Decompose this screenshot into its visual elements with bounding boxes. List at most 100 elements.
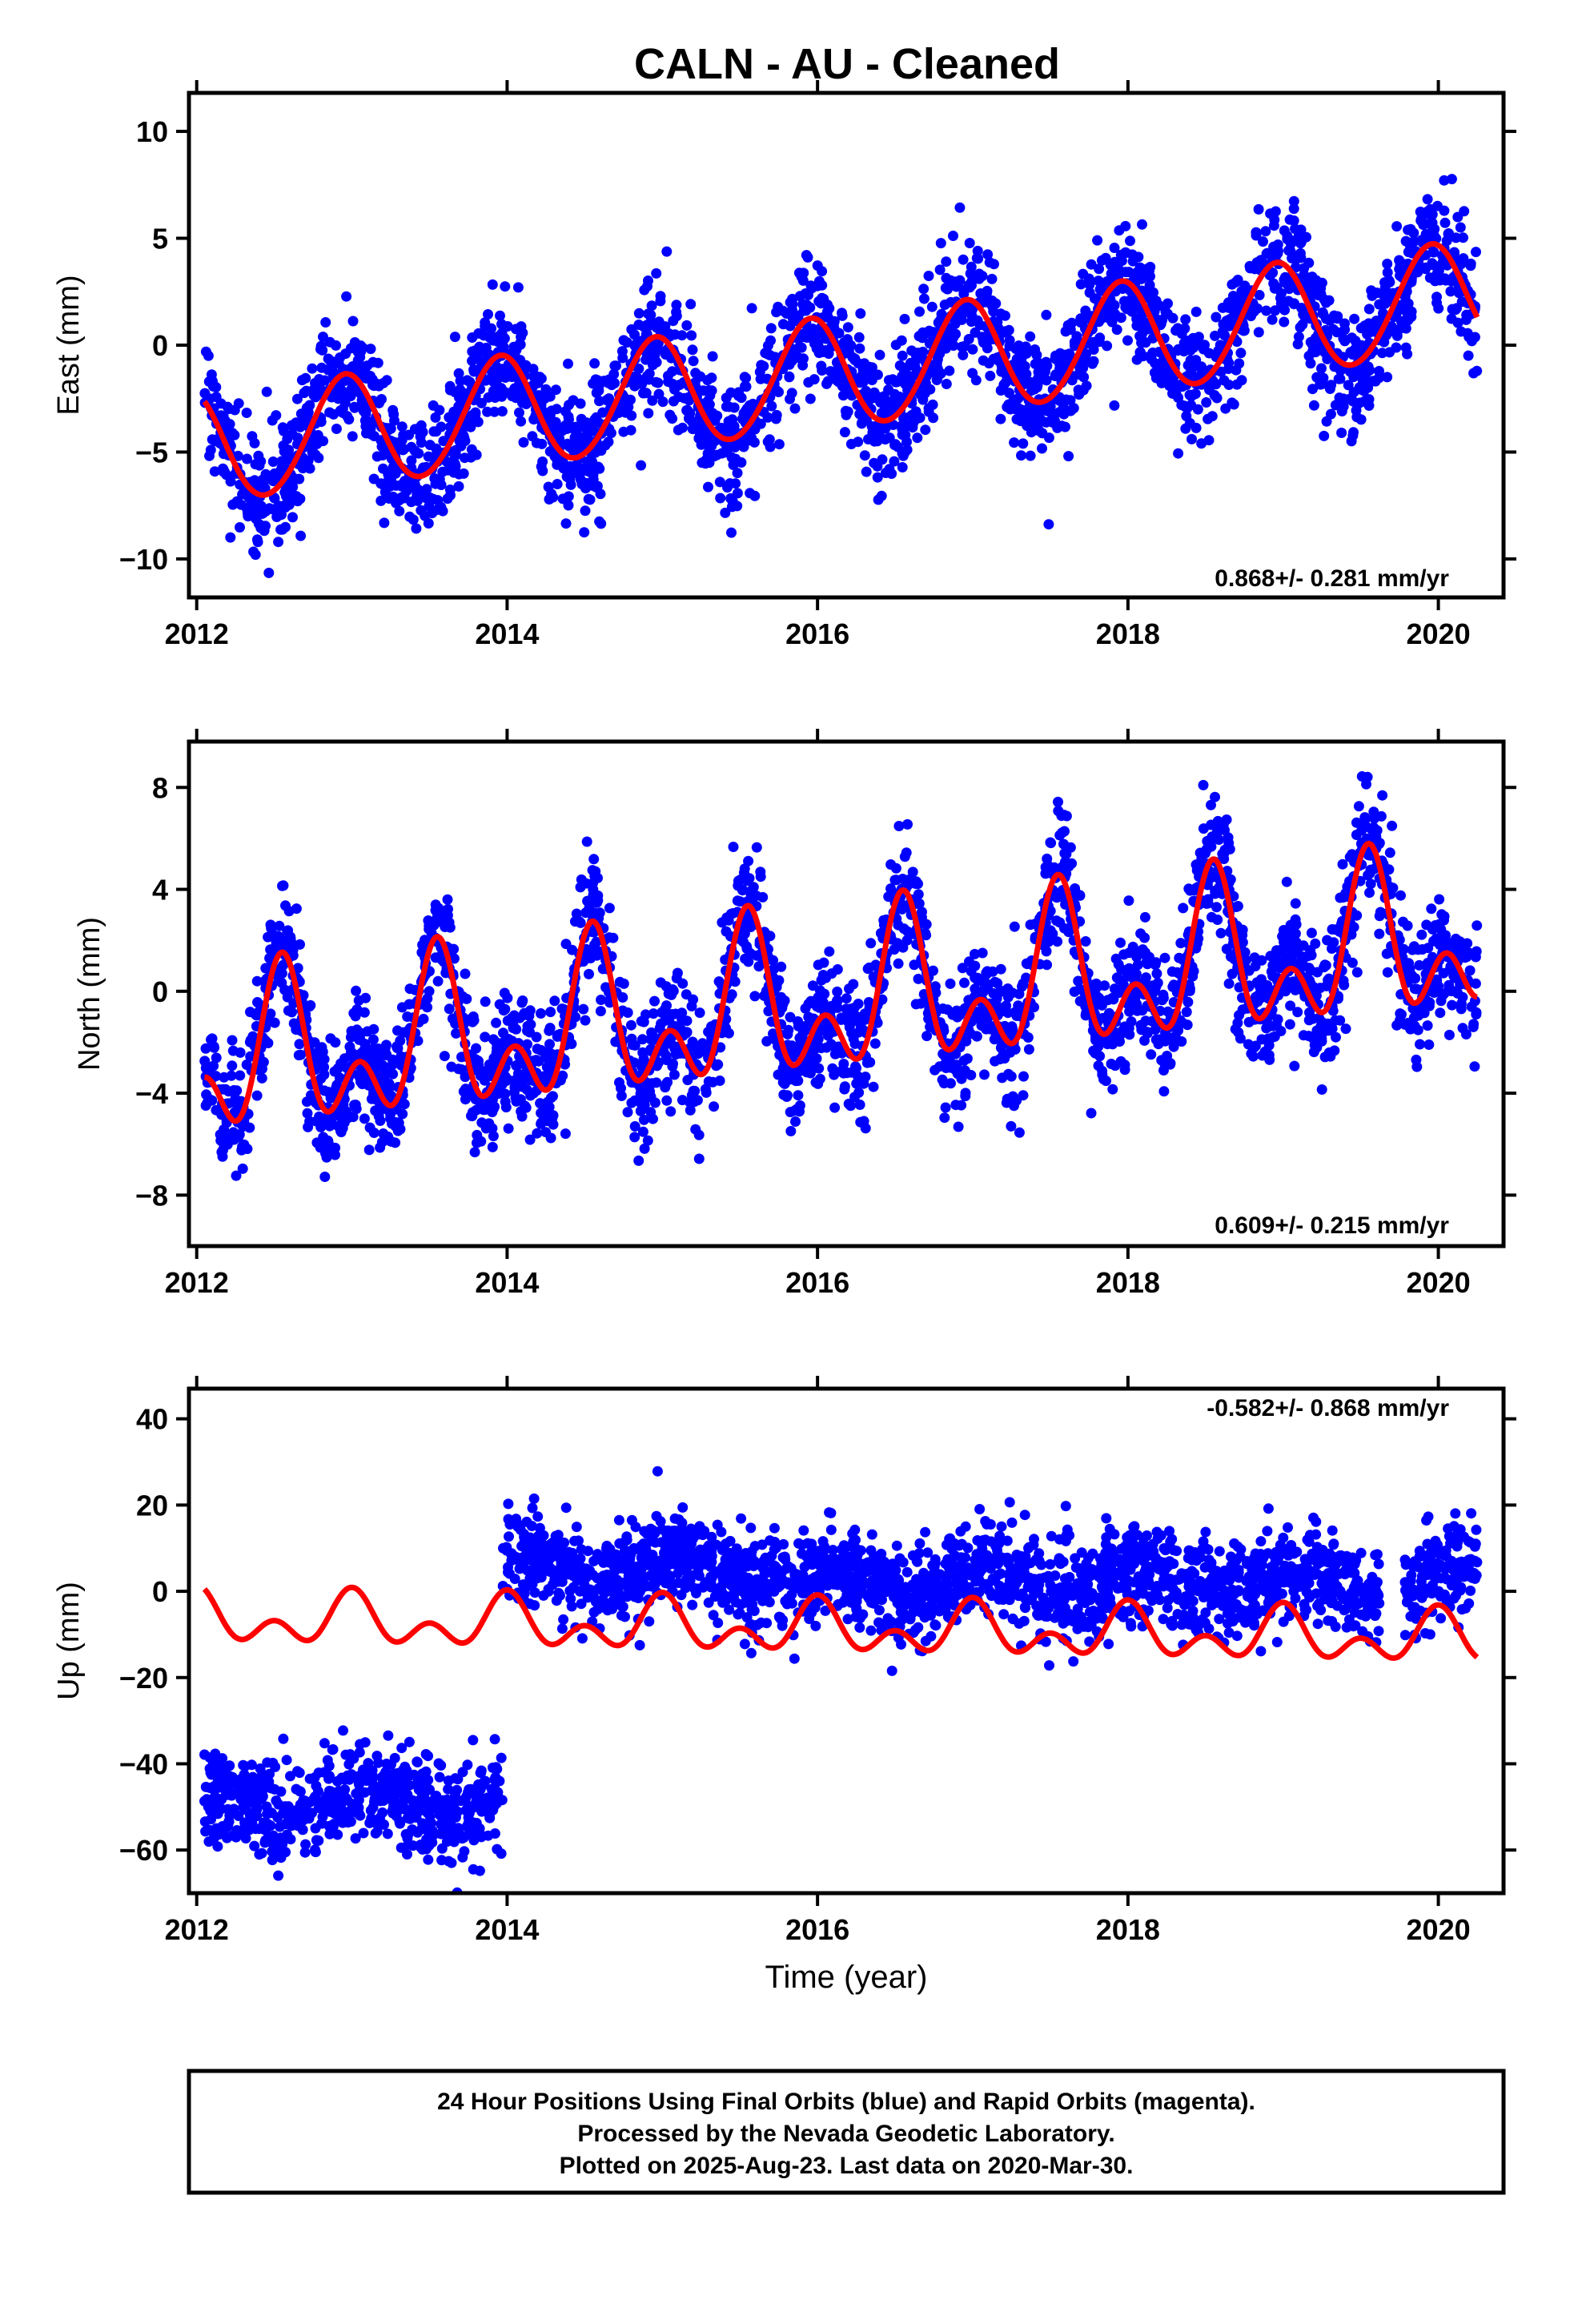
east-point	[918, 293, 930, 304]
east-point	[319, 375, 331, 386]
east-point	[801, 250, 812, 261]
east-point	[690, 422, 701, 432]
east-point	[249, 437, 260, 448]
east-point	[1382, 267, 1393, 278]
east-point	[248, 546, 259, 557]
north-point	[263, 931, 274, 943]
east-point	[267, 456, 279, 467]
east-point	[1146, 354, 1157, 365]
east-point	[972, 245, 983, 256]
east-point	[988, 353, 999, 364]
east-point	[1253, 327, 1264, 338]
north-point	[1330, 1015, 1341, 1026]
east-point	[796, 271, 807, 283]
east-point	[235, 499, 247, 510]
east-point	[570, 462, 580, 473]
east-point	[1211, 379, 1222, 390]
north-point	[1206, 911, 1217, 923]
east-point	[360, 420, 371, 432]
north-point	[209, 1042, 219, 1053]
north-point	[1423, 943, 1434, 954]
east-point	[1109, 300, 1120, 311]
east-point	[1371, 287, 1383, 299]
east-point	[1115, 312, 1126, 324]
north-point	[616, 1091, 627, 1101]
east-point	[789, 347, 801, 358]
north-point	[1249, 952, 1260, 963]
east-point	[1058, 408, 1070, 420]
north-point	[854, 1100, 865, 1110]
north-point	[1061, 810, 1072, 822]
east-point	[644, 368, 655, 379]
east-point	[1415, 207, 1426, 217]
east-point	[1133, 251, 1144, 263]
east-point	[789, 403, 801, 414]
east-point	[987, 301, 998, 312]
north-point	[544, 1023, 556, 1034]
north-point	[626, 1033, 637, 1044]
east-point	[880, 423, 891, 434]
east-point	[506, 372, 517, 383]
north-point	[744, 873, 755, 884]
east-point	[872, 369, 883, 380]
north-point	[1289, 1060, 1300, 1072]
east-point	[1459, 206, 1470, 217]
east-point	[432, 495, 444, 506]
east-point	[428, 400, 439, 411]
east-point	[553, 424, 564, 435]
north-point	[1042, 859, 1054, 870]
east-point	[649, 350, 661, 361]
north-point	[305, 999, 316, 1011]
north-point	[694, 1007, 705, 1019]
north-point	[385, 1105, 396, 1116]
east-point	[1223, 380, 1235, 390]
east-point	[449, 332, 460, 343]
east-point	[1220, 318, 1231, 328]
north-point	[940, 1102, 951, 1113]
east-point	[563, 358, 573, 369]
east-point	[629, 380, 640, 392]
east-point	[1210, 330, 1220, 341]
north-point	[283, 933, 295, 944]
east-point	[958, 254, 969, 265]
east-point	[472, 416, 484, 428]
north-point	[649, 995, 660, 1007]
east-point	[352, 355, 363, 366]
east-point	[255, 522, 267, 533]
east-point	[1359, 362, 1370, 372]
north-point	[1211, 902, 1222, 913]
north-point	[970, 948, 980, 959]
north-point	[1210, 888, 1221, 899]
east-point	[544, 494, 555, 505]
east-point	[1189, 388, 1200, 400]
east-point	[404, 511, 416, 522]
east-point	[280, 491, 291, 501]
east-point	[1267, 267, 1279, 278]
east-point	[702, 396, 713, 407]
east-point	[295, 530, 307, 541]
east-point	[320, 317, 331, 328]
east-point	[1019, 378, 1030, 389]
east-point	[550, 384, 561, 396]
north-point	[1327, 1005, 1339, 1016]
east-point	[849, 355, 861, 366]
east-point	[1157, 314, 1168, 325]
north-point	[959, 977, 970, 988]
east-y-axis-label: East (mm)	[52, 275, 86, 415]
east-point	[580, 462, 591, 473]
east-point	[583, 493, 594, 505]
east-point	[273, 501, 284, 512]
north-point	[315, 1073, 327, 1084]
east-point	[1088, 336, 1099, 348]
east-point	[1471, 247, 1481, 258]
north-point	[395, 1035, 406, 1047]
north-data-points	[199, 771, 1483, 1182]
east-point	[315, 416, 327, 428]
north-point	[1368, 806, 1379, 818]
east-point	[406, 497, 417, 508]
east-point	[416, 505, 427, 516]
east-point	[235, 522, 245, 533]
east-point	[1379, 277, 1390, 288]
north-point	[629, 1121, 640, 1132]
